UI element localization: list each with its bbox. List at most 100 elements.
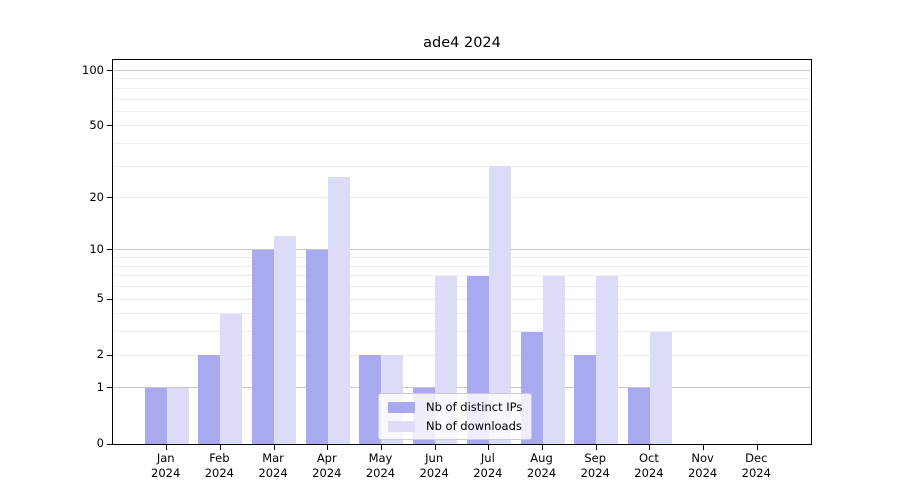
gridline-10 bbox=[113, 249, 811, 251]
plot-area: Nb of distinct IPs Nb of downloads bbox=[107, 59, 812, 450]
y-tick-10 bbox=[107, 249, 112, 251]
bar-apr-distinct-ips bbox=[305, 249, 328, 444]
x-label-year: 2024 bbox=[580, 466, 610, 480]
x-label-month: Apr bbox=[316, 451, 337, 465]
legend-item-distinct-ips: Nb of distinct IPs bbox=[388, 400, 522, 414]
bar-apr-downloads bbox=[327, 177, 350, 444]
x-label-year: 2024 bbox=[151, 466, 181, 480]
legend-swatch-distinct-ips bbox=[388, 401, 415, 413]
x-label-year: 2024 bbox=[204, 466, 235, 480]
gridline-8 bbox=[113, 265, 811, 267]
x-tick-feb bbox=[219, 445, 221, 450]
bar-feb-distinct-ips bbox=[198, 355, 221, 444]
bar-may-distinct-ips bbox=[359, 355, 382, 444]
legend-swatch-downloads bbox=[388, 420, 415, 432]
x-label-month: Dec bbox=[745, 451, 768, 465]
legend-label-distinct-ips: Nb of distinct IPs bbox=[426, 400, 523, 414]
bar-mar-distinct-ips bbox=[252, 249, 275, 444]
y-tick-label-100: 100 bbox=[82, 62, 104, 77]
x-tick-aug bbox=[542, 445, 544, 450]
x-tick-dec bbox=[756, 445, 758, 450]
x-label-year: 2024 bbox=[419, 466, 449, 480]
x-label-month: Nov bbox=[691, 451, 714, 465]
legend-item-downloads: Nb of downloads bbox=[388, 419, 522, 433]
x-label-month: Aug bbox=[530, 451, 553, 465]
gridline-90 bbox=[113, 78, 811, 80]
gridline-80 bbox=[113, 87, 811, 89]
x-label-year: 2024 bbox=[258, 466, 288, 480]
gridline-4 bbox=[113, 313, 811, 315]
x-tick-jul bbox=[488, 445, 490, 450]
x-label-year: 2024 bbox=[473, 466, 503, 480]
x-tick-label-aug: Aug 2024 bbox=[512, 451, 572, 481]
x-tick-oct bbox=[649, 445, 651, 450]
x-label-year: 2024 bbox=[741, 466, 771, 480]
x-tick-nov bbox=[703, 445, 705, 450]
y-tick-5 bbox=[107, 298, 112, 300]
bar-jul-downloads bbox=[488, 166, 511, 444]
x-label-month: Mar bbox=[262, 451, 284, 465]
chart-title: ade4 2024 bbox=[423, 35, 501, 51]
y-tick-0 bbox=[107, 443, 112, 445]
y-tick-1 bbox=[107, 387, 112, 389]
gridline-60 bbox=[113, 110, 811, 112]
x-label-month: Jan bbox=[156, 451, 175, 465]
x-tick-label-sep: Sep 2024 bbox=[565, 451, 625, 481]
x-label-month: Sep bbox=[584, 451, 607, 465]
x-tick-may bbox=[380, 445, 382, 450]
bar-sep-downloads bbox=[596, 275, 619, 444]
gridline-70 bbox=[113, 98, 811, 100]
gridline-9 bbox=[113, 257, 811, 259]
x-label-month: May bbox=[368, 451, 393, 465]
gridline-3 bbox=[113, 331, 811, 333]
gridline-7 bbox=[113, 275, 811, 277]
y-tick-label-20: 20 bbox=[89, 189, 104, 204]
gridline-20 bbox=[113, 197, 811, 199]
x-label-year: 2024 bbox=[312, 466, 342, 480]
y-tick-label-0: 0 bbox=[96, 436, 104, 450]
y-tick-label-1: 1 bbox=[96, 379, 104, 394]
bar-jan-downloads bbox=[166, 387, 189, 444]
gridline-5 bbox=[113, 298, 811, 300]
x-tick-label-nov: Nov 2024 bbox=[673, 451, 733, 481]
legend: Nb of distinct IPs Nb of downloads bbox=[378, 393, 533, 440]
x-tick-jun bbox=[434, 445, 436, 450]
x-tick-label-oct: Oct 2024 bbox=[619, 451, 679, 481]
x-tick-label-feb: Feb 2024 bbox=[189, 451, 249, 481]
bar-sep-distinct-ips bbox=[574, 355, 597, 444]
y-tick-label-2: 2 bbox=[96, 347, 104, 362]
gridline-2 bbox=[113, 354, 811, 356]
x-tick-apr bbox=[327, 445, 329, 450]
gridline-100 bbox=[113, 70, 811, 72]
x-label-month: Jun bbox=[425, 451, 444, 465]
x-tick-label-dec: Dec 2024 bbox=[726, 451, 786, 481]
gridline-6 bbox=[113, 286, 811, 288]
gridline-40 bbox=[113, 142, 811, 144]
x-tick-label-jan: Jan 2024 bbox=[136, 451, 196, 481]
x-label-year: 2024 bbox=[687, 466, 718, 480]
bar-oct-distinct-ips bbox=[627, 387, 650, 444]
x-tick-jan bbox=[166, 445, 168, 450]
x-tick-mar bbox=[273, 445, 275, 450]
bar-feb-downloads bbox=[220, 313, 243, 444]
gridline-50 bbox=[113, 125, 811, 127]
x-label-month: Oct bbox=[638, 451, 659, 465]
x-tick-label-mar: Mar 2024 bbox=[243, 451, 303, 481]
gridline-30 bbox=[113, 165, 811, 167]
x-tick-label-jun: Jun 2024 bbox=[404, 451, 464, 481]
x-label-year: 2024 bbox=[365, 466, 396, 480]
y-tick-20 bbox=[107, 197, 112, 199]
x-label-month: Jul bbox=[480, 451, 495, 465]
x-tick-sep bbox=[595, 445, 597, 450]
legend-label-downloads: Nb of downloads bbox=[426, 419, 522, 433]
bar-aug-downloads bbox=[542, 275, 565, 444]
y-tick-100 bbox=[107, 70, 112, 72]
y-tick-50 bbox=[107, 125, 112, 127]
x-label-year: 2024 bbox=[526, 466, 557, 480]
x-tick-label-jul: Jul 2024 bbox=[458, 451, 518, 481]
x-label-month: Feb bbox=[209, 451, 230, 465]
y-tick-label-50: 50 bbox=[89, 117, 104, 132]
y-tick-label-10: 10 bbox=[89, 241, 104, 256]
x-label-year: 2024 bbox=[634, 466, 664, 480]
